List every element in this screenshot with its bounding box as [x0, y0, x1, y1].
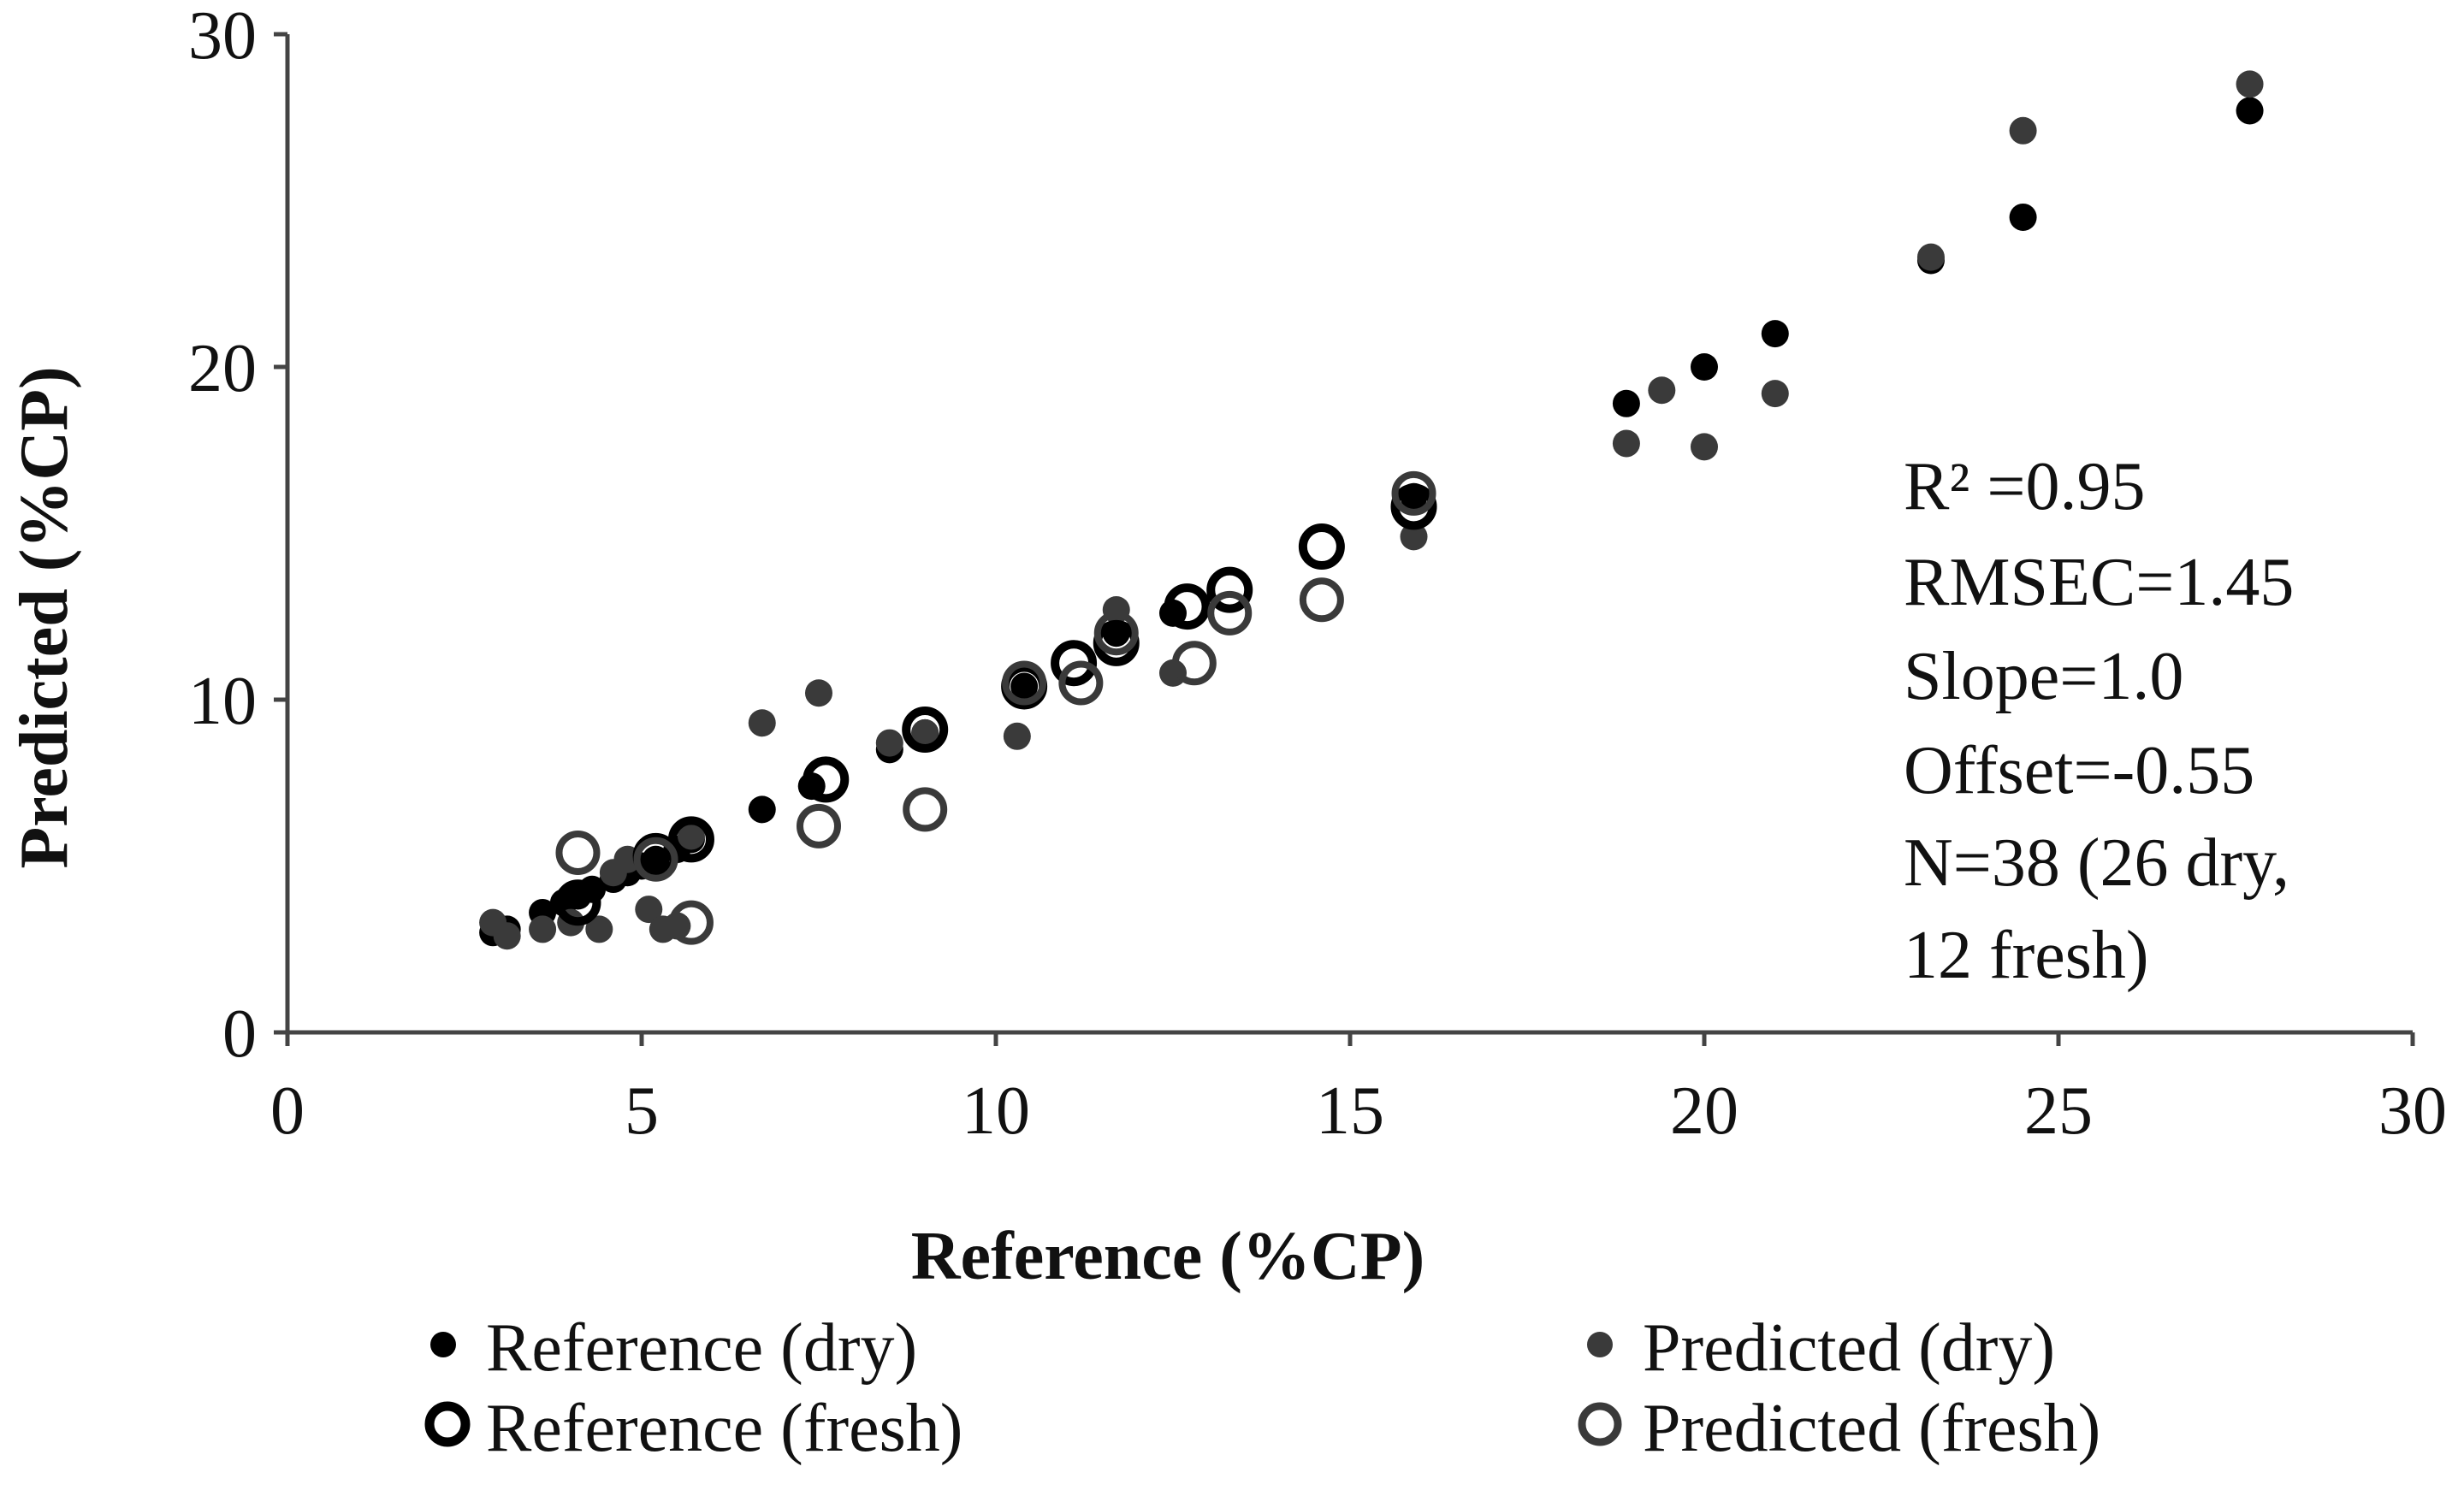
point-reference-dry: [1612, 389, 1640, 417]
point-predicted-fresh: [1207, 590, 1253, 636]
point-reference-fresh: [667, 816, 714, 863]
series-reference-fresh: [554, 483, 1437, 926]
point-predicted-fresh: [1391, 470, 1436, 516]
point-predicted-fresh: [1058, 660, 1104, 706]
stat-n-cont: 12 fresh): [1904, 918, 2149, 993]
point-predicted-dry: [529, 915, 557, 943]
legend-label-predicted-fresh: Predicted (fresh): [1643, 1391, 2100, 1466]
point-predicted-fresh: [1002, 660, 1047, 706]
x-tick-label: 10: [962, 1073, 1030, 1149]
point-predicted-dry: [805, 679, 832, 707]
point-predicted-dry: [2009, 116, 2037, 145]
point-predicted-dry: [1761, 380, 1789, 408]
point-predicted-dry: [875, 729, 903, 757]
point-predicted-dry: [911, 718, 939, 747]
point-predicted-dry: [493, 922, 521, 950]
x-tick-label: 20: [1670, 1073, 1738, 1149]
y-tick-label: 0: [222, 996, 257, 1072]
legend-marker-predicted-dry: [1587, 1332, 1613, 1357]
point-reference-dry: [2236, 97, 2264, 125]
point-predicted-dry: [748, 709, 776, 737]
legend-marker-predicted-fresh: [1578, 1402, 1622, 1446]
point-predicted-dry: [1916, 243, 1945, 271]
point-predicted-dry: [1400, 523, 1428, 551]
point-reference-fresh: [1390, 483, 1437, 530]
x-tick-label: 25: [2024, 1073, 2093, 1149]
point-predicted-dry: [1648, 376, 1676, 405]
x-tick-label: 15: [1316, 1073, 1384, 1149]
series-predicted-dry: [479, 70, 2264, 950]
y-axis-title: Predicted (%CP): [7, 366, 82, 868]
point-reference-dry: [1761, 320, 1789, 348]
point-reference-dry: [748, 795, 776, 824]
legend-label-reference-dry: Reference (dry): [486, 1310, 917, 1386]
legend-item-reference-fresh: Reference (fresh): [424, 1391, 962, 1466]
point-predicted-fresh: [1093, 611, 1139, 656]
legend-item-predicted-fresh: Predicted (fresh): [1578, 1391, 2100, 1466]
point-reference-fresh: [803, 756, 850, 803]
legend-label-reference-fresh: Reference (fresh): [486, 1391, 962, 1466]
legend-marker-reference-fresh: [424, 1401, 471, 1447]
stat-rmsec: RMSEC=1.45: [1904, 545, 2294, 620]
legend-label-predicted-dry: Predicted (dry): [1643, 1310, 2055, 1386]
stat-offset: Offset=-0.55: [1904, 733, 2254, 808]
x-tick-label: 0: [270, 1073, 305, 1149]
point-predicted-dry: [677, 822, 705, 850]
data-points: [479, 70, 2264, 950]
legend-marker-reference-dry: [430, 1332, 456, 1357]
point-reference-fresh: [1164, 583, 1211, 630]
point-predicted-fresh: [1299, 577, 1344, 623]
y-axis-ticks: 0 10 20 30: [188, 0, 287, 1072]
point-predicted-fresh: [903, 787, 948, 832]
point-predicted-fresh: [797, 803, 841, 848]
point-predicted-fresh: [555, 830, 601, 875]
point-predicted-dry: [1691, 433, 1718, 461]
x-axis-title: Reference (%CP): [911, 1219, 1424, 1294]
stat-slope: Slope=1.0: [1904, 639, 2183, 714]
point-predicted-dry: [1003, 722, 1031, 750]
x-tick-label: 5: [625, 1073, 659, 1149]
point-predicted-dry: [2236, 70, 2264, 98]
point-reference-dry: [2009, 203, 2037, 231]
point-reference-dry: [1010, 672, 1039, 701]
stat-r2: R² =0.95: [1904, 449, 2145, 524]
point-predicted-fresh: [633, 837, 678, 882]
legend-item-predicted-dry: Predicted (dry): [1587, 1310, 2055, 1386]
point-reference-fresh: [1051, 640, 1098, 687]
point-predicted-dry: [635, 896, 663, 924]
point-reference-fresh: [902, 707, 949, 754]
point-reference-fresh: [1206, 566, 1253, 613]
point-reference-fresh: [1298, 523, 1345, 571]
point-reference-fresh: [554, 879, 601, 926]
stats-annotation: R² =0.95 RMSEC=1.45 Slope=1.0 Offset=-0.…: [1904, 449, 2294, 993]
point-predicted-fresh: [668, 900, 714, 945]
legend: Reference (dry) Predicted (dry) Referenc…: [424, 1310, 2100, 1466]
point-predicted-dry: [1612, 429, 1640, 458]
y-tick-label: 20: [188, 331, 257, 406]
point-reference-dry: [1691, 353, 1718, 381]
y-tick-label: 30: [188, 0, 257, 74]
y-tick-label: 10: [188, 664, 257, 739]
point-predicted-fresh: [1171, 641, 1217, 686]
stat-n: N=38 (26 dry,: [1904, 825, 2289, 901]
x-axis-ticks: 0 5 10 15 20 25 30: [270, 1032, 2447, 1149]
point-reference-dry: [642, 845, 670, 873]
point-predicted-dry: [585, 915, 613, 943]
x-tick-label: 30: [2378, 1073, 2447, 1149]
series-predicted-fresh: [555, 470, 1436, 945]
legend-item-reference-dry: Reference (dry): [430, 1310, 917, 1386]
